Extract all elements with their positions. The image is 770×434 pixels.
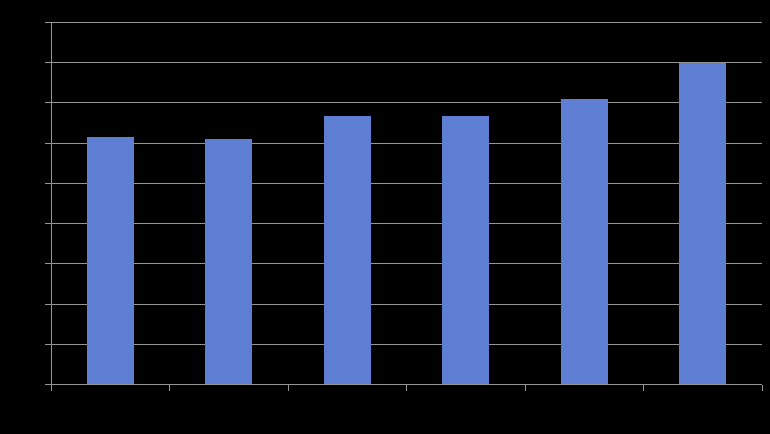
x-axis-tick xyxy=(169,384,170,391)
y-axis-tick xyxy=(45,182,51,184)
gridline xyxy=(51,62,762,64)
gridline xyxy=(51,22,762,23)
y-axis-tick xyxy=(45,102,51,104)
bar-3 xyxy=(323,116,371,385)
gridline xyxy=(51,102,762,104)
y-axis-tick xyxy=(45,22,51,23)
x-axis-tick xyxy=(761,384,763,391)
x-axis-tick xyxy=(524,384,526,391)
bar-6 xyxy=(679,62,727,385)
gridline xyxy=(51,303,762,305)
y-axis-tick xyxy=(45,384,51,385)
y-axis-tick xyxy=(45,62,51,64)
gridline xyxy=(51,182,762,184)
y-axis-spine xyxy=(51,22,52,385)
bar-1 xyxy=(86,137,134,385)
x-axis-tick xyxy=(643,384,644,391)
x-axis-tick xyxy=(406,384,407,391)
x-axis-tick xyxy=(50,384,52,391)
bar-2 xyxy=(205,139,253,385)
bar-4 xyxy=(442,116,490,385)
y-axis-tick xyxy=(45,303,51,305)
gridline xyxy=(51,142,762,144)
y-axis-tick xyxy=(45,343,51,345)
bar-5 xyxy=(560,98,608,385)
gridline xyxy=(51,263,762,265)
y-axis-tick xyxy=(45,263,51,265)
gridline xyxy=(51,223,762,225)
y-axis-tick xyxy=(45,223,51,225)
gridline xyxy=(51,343,762,345)
y-axis-tick xyxy=(45,142,51,144)
x-axis-tick xyxy=(287,384,289,391)
